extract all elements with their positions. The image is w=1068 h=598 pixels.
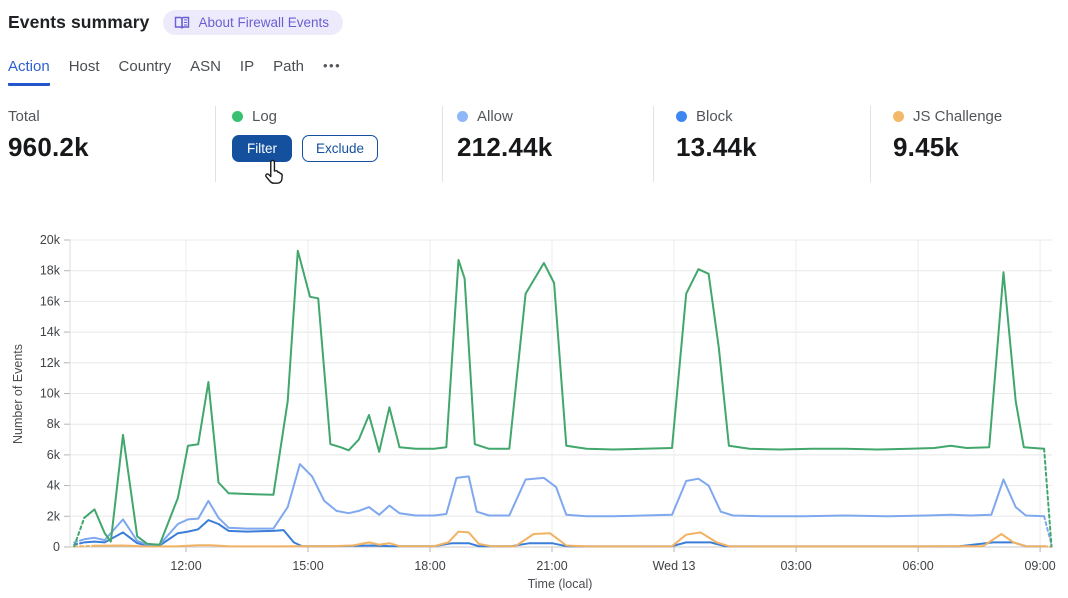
tab-path[interactable]: Path <box>273 58 304 75</box>
stat-allow: Allow 212.44k <box>457 108 552 163</box>
allow-series-dot-icon <box>457 111 468 122</box>
tab-country[interactable]: Country <box>118 58 172 75</box>
js-challenge-series-dot-icon <box>893 111 904 122</box>
stat-block-label: Block <box>696 108 733 125</box>
x-tick-label: 03:00 <box>780 559 811 573</box>
y-axis-title: Number of Events <box>11 344 25 444</box>
stats-row: Total 960.2k Log Filter Exclude Allow 21… <box>0 104 1068 186</box>
stat-js-challenge: JS Challenge 9.45k <box>893 108 1002 163</box>
series-line-log <box>83 249 1046 546</box>
series-line-js-challenge <box>93 530 1046 548</box>
stats-divider <box>870 106 871 182</box>
y-tick-label: 2k <box>47 509 61 523</box>
y-tick-label: 18k <box>40 264 61 278</box>
x-axis-title: Time (local) <box>528 577 593 591</box>
stat-log: Log Filter Exclude <box>232 108 379 162</box>
stat-js-challenge-value: 9.45k <box>893 132 960 162</box>
exclude-button[interactable]: Exclude <box>302 135 379 162</box>
y-tick-label: 20k <box>40 233 61 247</box>
book-icon <box>174 16 190 30</box>
y-tick-label: 4k <box>47 479 61 493</box>
x-tick-label: 06:00 <box>902 559 933 573</box>
y-tick-label: 0 <box>53 540 60 554</box>
series-line-allow <box>83 463 1046 546</box>
about-firewall-events-badge[interactable]: About Firewall Events <box>163 10 344 35</box>
stats-divider <box>442 106 443 182</box>
series-line-dashed-end <box>73 516 86 548</box>
tab-action[interactable]: Action <box>8 58 50 86</box>
badge-label: About Firewall Events <box>198 15 330 30</box>
y-tick-label: 16k <box>40 294 61 308</box>
x-tick-label: 15:00 <box>292 559 323 573</box>
page-header: Events summary About Firewall Events <box>8 10 344 35</box>
log-series-dot-icon <box>232 111 243 122</box>
stat-js-challenge-label: JS Challenge <box>913 108 1003 125</box>
stat-total-value: 960.2k <box>8 132 89 162</box>
events-over-time-chart[interactable]: 12:00 15:00 18:00 21:00 Wed 13 03:00 06:00 09:0… <box>0 225 1068 598</box>
x-tick-label: 18:00 <box>414 559 445 573</box>
group-by-tabs: Action Host Country ASN IP Path ••• <box>8 58 341 86</box>
stat-block: Block 13.44k <box>676 108 757 163</box>
stat-log-label: Log <box>252 108 278 125</box>
series-line-dashed-end <box>73 538 86 544</box>
filter-button[interactable]: Filter <box>232 135 292 162</box>
x-tick-label: 09:00 <box>1024 559 1055 573</box>
stat-allow-value: 212.44k <box>457 132 553 162</box>
y-tick-label: 14k <box>40 325 61 339</box>
stat-total: Total 960.2k <box>8 108 89 163</box>
y-tick-label: 6k <box>47 448 61 462</box>
tabs-overflow-ellipsis-icon[interactable]: ••• <box>322 58 342 73</box>
y-tick-label: 8k <box>47 417 61 431</box>
x-tick-label: 12:00 <box>170 559 201 573</box>
tab-ip[interactable]: IP <box>239 58 255 75</box>
tab-asn[interactable]: ASN <box>190 58 221 75</box>
page-title: Events summary <box>8 12 150 32</box>
series-line-block <box>83 519 1046 548</box>
series-line-dashed-end <box>1043 447 1053 548</box>
y-tick-label: 12k <box>40 356 61 370</box>
block-series-dot-icon <box>676 111 687 122</box>
tab-host[interactable]: Host <box>68 58 100 75</box>
y-tick-label: 10k <box>40 387 61 401</box>
stat-total-label: Total <box>8 108 40 125</box>
x-tick-label: 21:00 <box>536 559 567 573</box>
series-line-dashed-end <box>73 544 96 548</box>
chart-canvas[interactable]: 12:00 15:00 18:00 21:00 Wed 13 03:00 06:00 09:0… <box>0 225 1068 598</box>
stats-divider <box>653 106 654 182</box>
x-tick-label: Wed 13 <box>653 559 696 573</box>
stats-divider <box>215 106 216 182</box>
stat-block-value: 13.44k <box>676 132 757 162</box>
stat-allow-label: Allow <box>477 108 513 125</box>
